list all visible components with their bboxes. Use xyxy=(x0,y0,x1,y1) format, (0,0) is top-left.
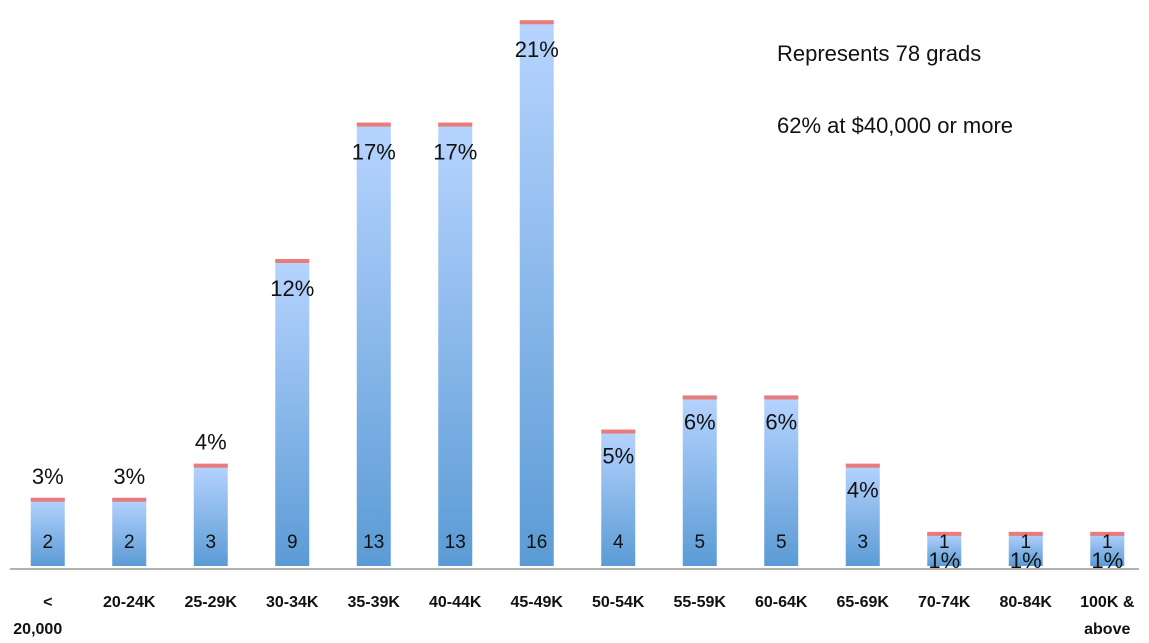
bar-percent-label: 5% xyxy=(602,444,634,469)
bar-count-label: 3 xyxy=(205,532,216,553)
bar-count-label: 5 xyxy=(694,532,705,553)
bar-percent-label: 21% xyxy=(515,37,559,62)
bar-percent-label: 1% xyxy=(928,548,960,573)
bar-count-label: 3 xyxy=(857,532,868,553)
x-tick-label: 100K & above xyxy=(1080,594,1135,638)
bar xyxy=(30,497,65,566)
bar xyxy=(845,463,880,566)
bar-count-label: 1 xyxy=(939,532,950,553)
bar xyxy=(275,259,310,566)
bar xyxy=(519,20,554,566)
bar-cap xyxy=(112,497,147,502)
bar-count-label: 1 xyxy=(1102,532,1113,553)
x-tick-label: <20,000 xyxy=(13,594,62,638)
bar-cap xyxy=(519,20,554,25)
x-tick-label: 40-44K xyxy=(429,594,482,611)
bar-cap xyxy=(356,122,391,127)
x-tick-label: 80-84K xyxy=(1000,594,1053,611)
bar-cap xyxy=(193,463,228,468)
bar-count-label: 13 xyxy=(363,532,384,553)
x-tick-label: 45-49K xyxy=(511,594,564,611)
bar xyxy=(1008,531,1043,566)
bar-percent-label: 17% xyxy=(433,140,477,165)
x-tick-label: 70-74K xyxy=(918,594,971,611)
bar-percent-label: 3% xyxy=(32,464,64,489)
x-tick-label: 35-39K xyxy=(348,594,401,611)
bar-cap xyxy=(764,395,799,400)
bar-cap xyxy=(438,122,473,127)
bar-count-label: 5 xyxy=(776,532,787,553)
bar-count-label: 1 xyxy=(1020,532,1031,553)
bar-count-label: 4 xyxy=(613,532,624,553)
bar-cap xyxy=(845,463,880,468)
bar xyxy=(356,122,391,566)
bar-percent-label: 4% xyxy=(847,478,879,503)
bar-count-label: 2 xyxy=(124,532,135,553)
bar xyxy=(601,429,636,566)
x-tick-label: 65-69K xyxy=(837,594,890,611)
total-grads-note: Represents 78 grads xyxy=(777,41,982,66)
x-tick-label: 30-34K xyxy=(266,594,319,611)
bar-percent-label: 1% xyxy=(1010,548,1042,573)
bar-percent-label: 6% xyxy=(765,409,797,434)
bar xyxy=(112,497,147,566)
x-tick-label: 55-59K xyxy=(674,594,727,611)
bar xyxy=(1090,531,1125,566)
x-tick-label: 60-64K xyxy=(755,594,808,611)
x-tick-label: 20-24K xyxy=(103,594,156,611)
bar xyxy=(682,395,717,566)
bar-cap xyxy=(1090,531,1125,536)
bar xyxy=(438,122,473,566)
x-tick-label: 25-29K xyxy=(185,594,238,611)
bar-cap xyxy=(927,531,962,536)
bar-cap xyxy=(30,497,65,502)
bar xyxy=(193,463,228,566)
bar-percent-label: 6% xyxy=(684,409,716,434)
bar-percent-label: 4% xyxy=(195,430,227,455)
bar-cap xyxy=(1008,531,1043,536)
bar-count-label: 2 xyxy=(42,532,53,553)
share-above-40k-note: 62% at $40,000 or more xyxy=(777,113,1014,138)
bar-percent-label: 1% xyxy=(1091,548,1123,573)
bar-cap xyxy=(682,395,717,400)
bar xyxy=(927,531,962,566)
x-tick-label: 50-54K xyxy=(592,594,645,611)
bar-cap xyxy=(275,259,310,264)
bar-percent-label: 17% xyxy=(352,140,396,165)
bar-count-label: 9 xyxy=(287,532,298,553)
bar-count-label: 16 xyxy=(526,532,547,553)
bar-count-label: 13 xyxy=(445,532,466,553)
bar xyxy=(764,395,799,566)
bar-percent-label: 12% xyxy=(270,276,314,301)
bar-percent-label: 3% xyxy=(113,464,145,489)
bar-cap xyxy=(601,429,636,434)
